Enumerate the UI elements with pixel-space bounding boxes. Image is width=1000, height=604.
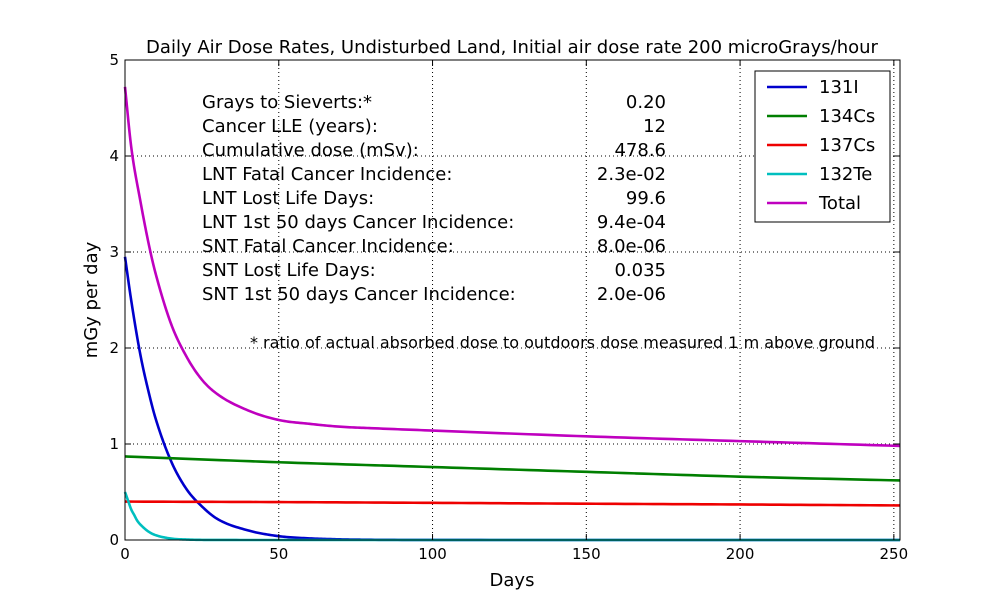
legend-box bbox=[754, 70, 891, 223]
legend-label: 134Cs bbox=[819, 106, 875, 127]
annotation-label: Cancer LLE (years): bbox=[202, 116, 378, 137]
y-tick-label: 2 bbox=[109, 339, 119, 357]
annotation-value: 478.6 bbox=[614, 140, 666, 161]
annotation-value: 0.035 bbox=[614, 260, 666, 281]
footnote-text: * ratio of actual absorbed dose to outdo… bbox=[250, 333, 875, 352]
annotation-label: Grays to Sieverts:* bbox=[202, 92, 372, 113]
x-tick-label: 100 bbox=[418, 545, 447, 563]
x-tick-label: 150 bbox=[572, 545, 601, 563]
legend-label: 132Te bbox=[819, 164, 872, 185]
annotation-value: 12 bbox=[643, 116, 666, 137]
annotation-label: SNT Lost Life Days: bbox=[202, 260, 376, 281]
y-tick-label: 1 bbox=[109, 435, 119, 453]
legend-label: 137Cs bbox=[819, 135, 875, 156]
plot-frame bbox=[124, 59, 901, 541]
legend-label: 131I bbox=[819, 77, 859, 98]
annotation-value: 99.6 bbox=[626, 188, 666, 209]
annotation-label: SNT Fatal Cancer Incidence: bbox=[202, 236, 454, 257]
series-line-134cs bbox=[124, 455, 901, 482]
x-axis-label: Days bbox=[490, 570, 535, 591]
y-tick-label: 4 bbox=[109, 147, 119, 165]
legend-layer: 131I 134Cs 137Cs 132Te Total bbox=[754, 70, 891, 223]
series-line-total bbox=[123, 86, 901, 448]
annotation-label: LNT 1st 50 days Cancer Incidence: bbox=[202, 212, 514, 233]
annotation-value: 9.4e-04 bbox=[597, 212, 666, 233]
grid-layer bbox=[125, 60, 900, 540]
annotation-label: Cumulative dose (mSv): bbox=[202, 140, 419, 161]
annotation-value: 2.3e-02 bbox=[597, 164, 666, 185]
y-axis-label: mGy per day bbox=[81, 241, 102, 358]
legend-label: Total bbox=[818, 193, 861, 214]
annotation-value: 8.0e-06 bbox=[597, 236, 666, 257]
x-tick-label: 0 bbox=[120, 545, 130, 563]
x-tick-label: 250 bbox=[880, 545, 909, 563]
annotation-value: 2.0e-06 bbox=[597, 284, 666, 305]
chart-title: Daily Air Dose Rates, Undisturbed Land, … bbox=[146, 37, 878, 58]
x-tick-label: 50 bbox=[269, 545, 288, 563]
series-line-137cs bbox=[124, 500, 901, 507]
y-tick-label: 3 bbox=[109, 243, 119, 261]
y-tick-label: 0 bbox=[109, 531, 119, 549]
x-tick-label: 200 bbox=[726, 545, 755, 563]
y-tick-label: 5 bbox=[109, 51, 119, 69]
annotation-label: LNT Fatal Cancer Incidence: bbox=[202, 164, 452, 185]
annotation-value: 0.20 bbox=[626, 92, 666, 113]
annotation-label: SNT 1st 50 days Cancer Incidence: bbox=[202, 284, 516, 305]
series-line-132te bbox=[123, 491, 900, 542]
annotation-layer: Grays to Sieverts:* 0.20 Cancer LLE (years… bbox=[202, 92, 875, 352]
annotation-label: LNT Lost Life Days: bbox=[202, 188, 374, 209]
